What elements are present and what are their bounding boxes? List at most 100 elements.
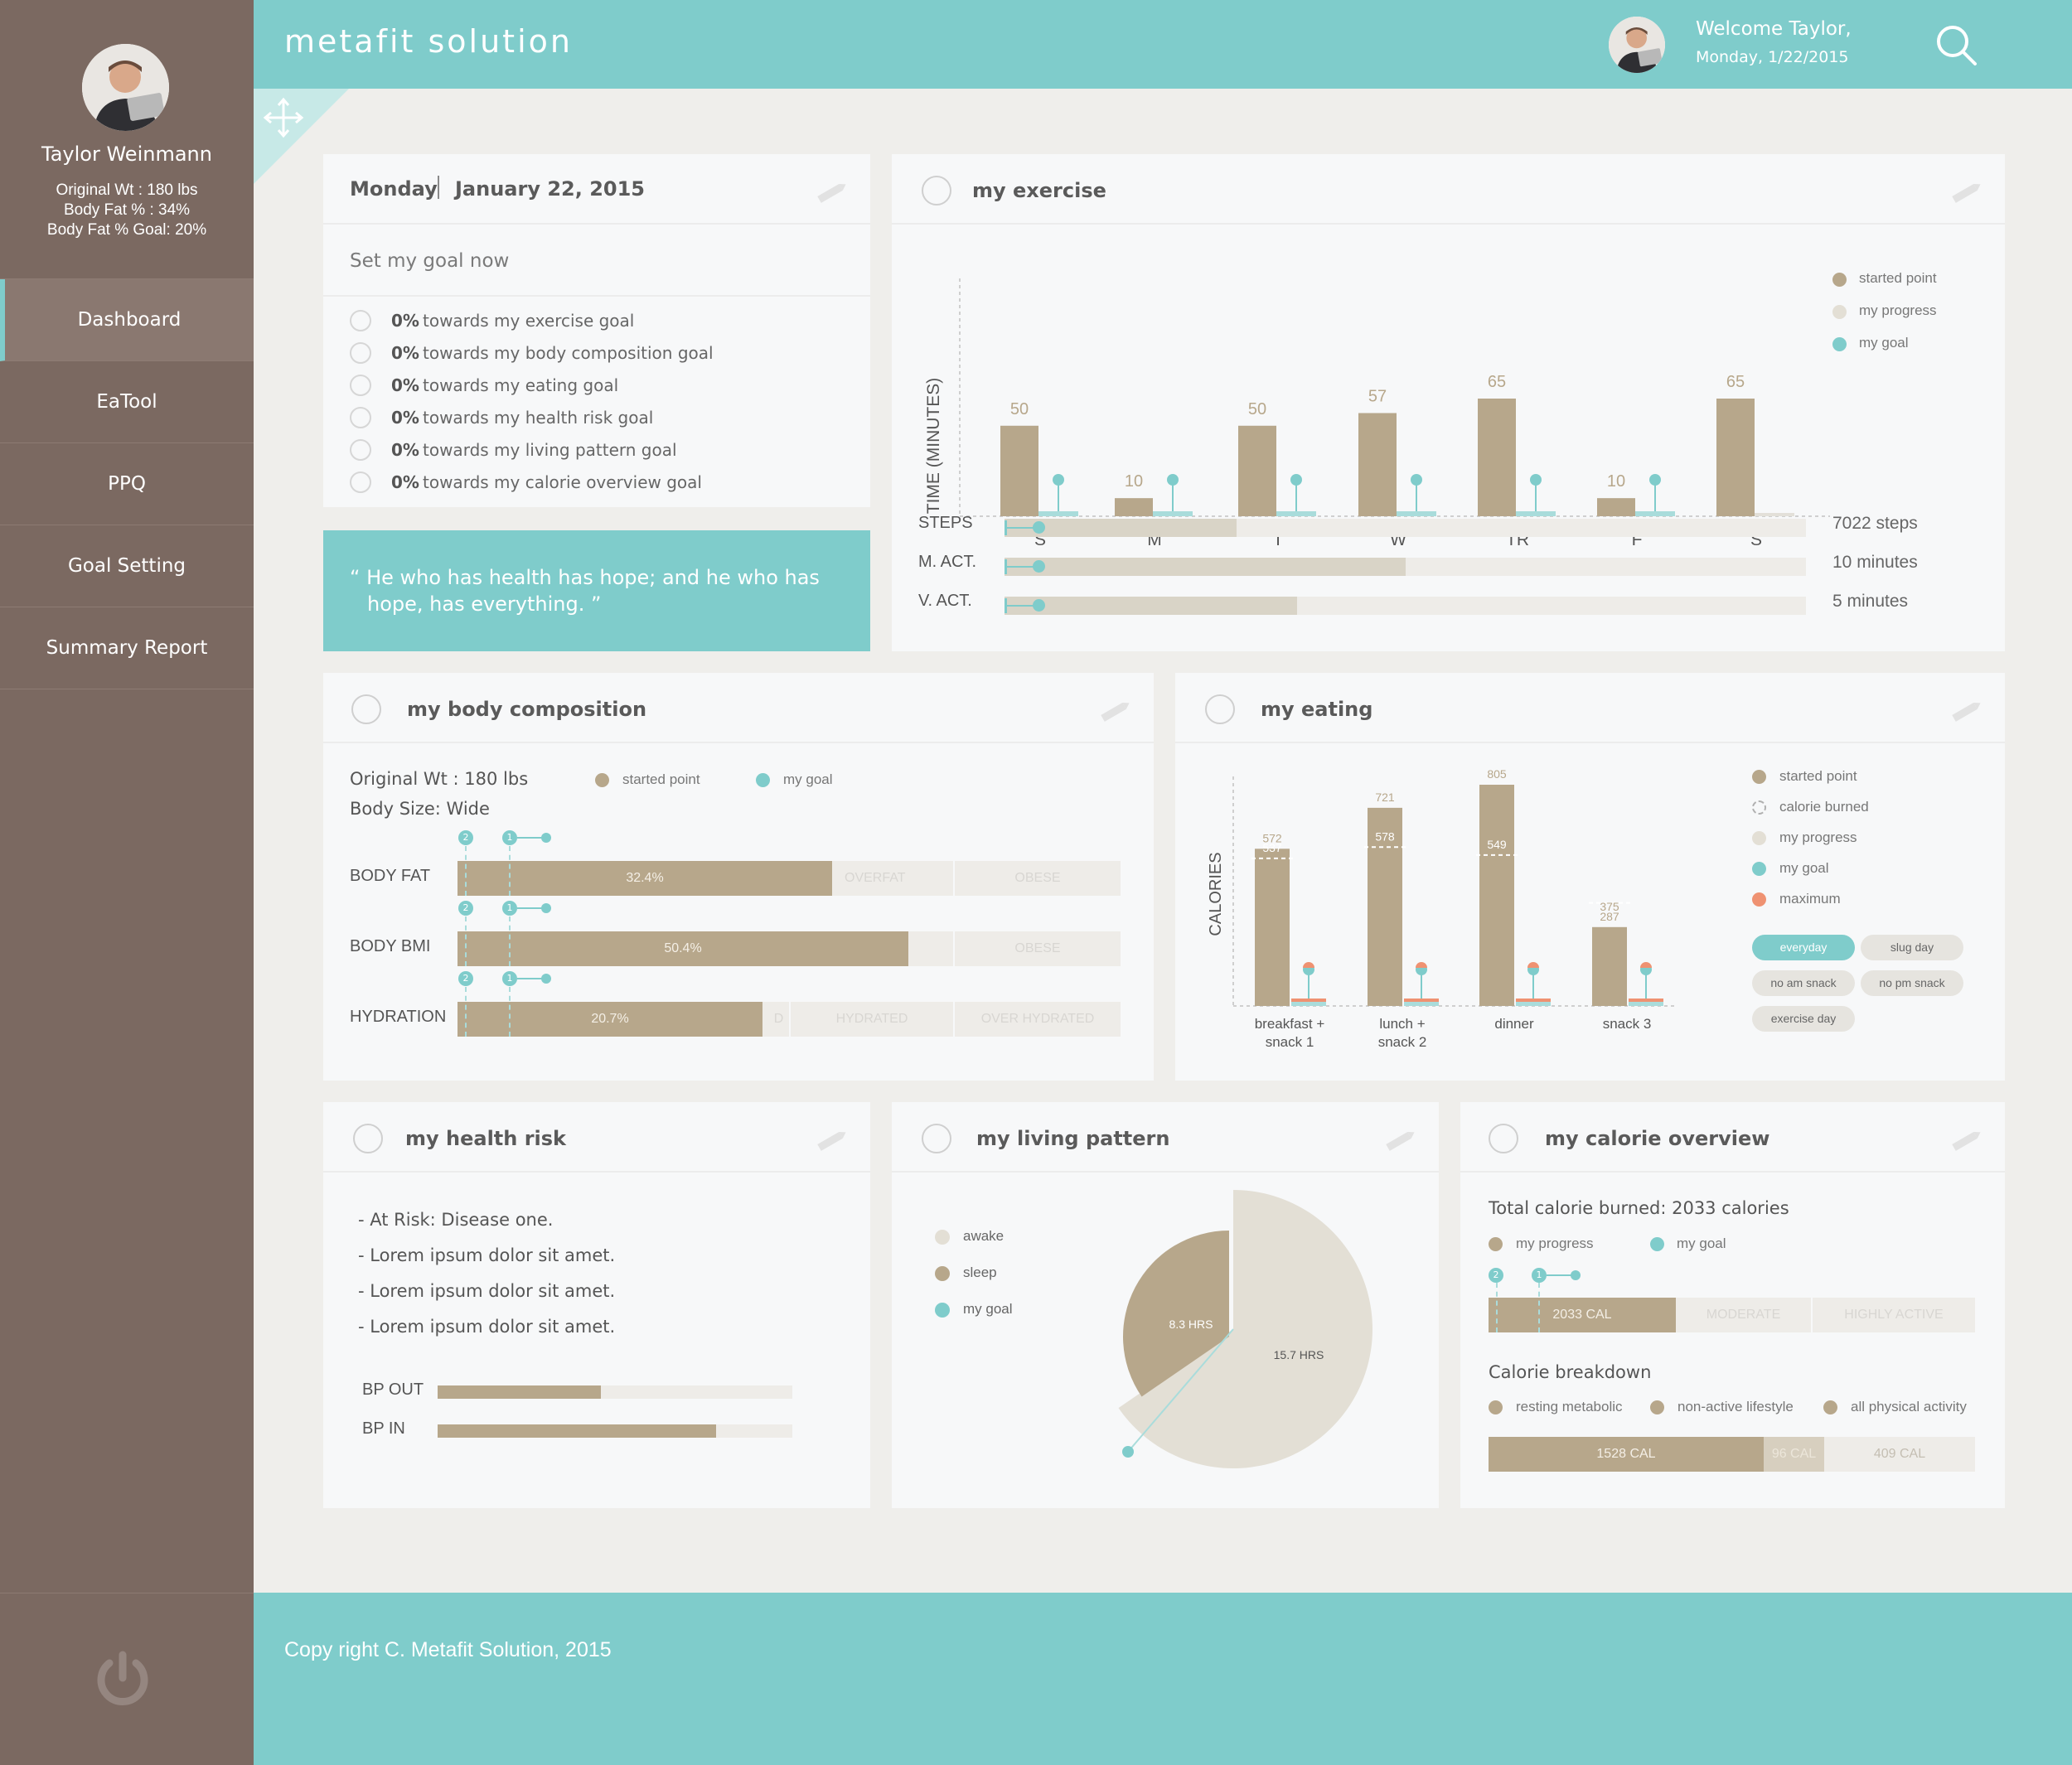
eating-legend-label: started point <box>1779 768 1857 784</box>
activity-goal-line <box>1007 527 1037 529</box>
edit-pencil-icon[interactable] <box>1949 698 1983 724</box>
exercise-goal-dot <box>1649 474 1661 486</box>
body-zone-label: OBESE <box>1014 871 1061 885</box>
eating-tag-everyday[interactable]: everyday <box>1752 935 1855 960</box>
eating-legend-dot <box>1752 862 1766 876</box>
eating-max-bar <box>1516 999 1551 1002</box>
body-status-ring[interactable] <box>351 694 381 724</box>
health-status-ring[interactable] <box>353 1124 383 1153</box>
breakdown-legend-label: resting metabolic <box>1516 1399 1623 1414</box>
activity-value: 5 minutes <box>1832 592 1909 611</box>
move-handle-icon[interactable] <box>254 89 349 184</box>
body-zone-label: OVER HYDRATED <box>980 1012 1095 1026</box>
nav-item-ppq[interactable]: PPQ <box>0 443 254 525</box>
page-footer: Copy right C. Metafit Solution, 2015 <box>254 1593 2072 1765</box>
eating-title: my eating <box>1261 698 1373 721</box>
health-title: my health risk <box>405 1127 567 1150</box>
eating-tag-exercise-day[interactable]: exercise day <box>1752 1006 1855 1032</box>
eating-progress-bar <box>1404 1002 1439 1006</box>
edit-pencil-icon[interactable] <box>1382 1127 1417 1153</box>
goal-checkbox[interactable] <box>350 310 371 331</box>
eating-y-axis-label: CALORIES <box>1207 852 1225 936</box>
goal-percent: 0% <box>391 343 419 363</box>
nav-item-summary-report[interactable]: Summary Report <box>0 607 254 689</box>
exercise-bar <box>1597 498 1635 516</box>
user-avatar[interactable] <box>82 44 169 131</box>
exercise-bar-value: 50 <box>1248 400 1266 418</box>
goal-percent: 0% <box>391 440 419 460</box>
nav-item-dashboard[interactable]: Dashboard <box>0 279 254 361</box>
search-icon[interactable] <box>1932 21 1982 70</box>
edit-pencil-icon[interactable] <box>814 179 849 206</box>
activity-goal-dot <box>1033 560 1045 573</box>
eating-legend-dot <box>1752 770 1766 784</box>
header-avatar[interactable] <box>1609 17 1665 73</box>
eating-burned-value: 578 <box>1375 829 1395 843</box>
top-header: metafit solution Welcome Taylor, Monday,… <box>254 0 2072 89</box>
exercise-status-ring[interactable] <box>922 176 951 206</box>
goal-text: towards my exercise goal <box>423 311 635 331</box>
activity-goal-dot <box>1033 521 1045 534</box>
health-risk-item: - Lorem ipsum dolor sit amet. <box>358 1281 616 1301</box>
eating-status-ring[interactable] <box>1205 694 1235 724</box>
nav-item-goal-setting[interactable]: Goal Setting <box>0 525 254 607</box>
calorie-overview-card: my calorie overview Total calorie burned… <box>1460 1102 2005 1508</box>
eating-tag-no-pm-snack[interactable]: no pm snack <box>1861 970 1963 996</box>
edit-pencil-icon[interactable] <box>1097 698 1132 724</box>
breakdown-segment: 96 CAL <box>1764 1437 1824 1472</box>
exercise-progress-bar <box>1516 511 1556 516</box>
body-zone-label: HYDRATED <box>835 1012 908 1026</box>
eating-legend-label: my progress <box>1779 829 1857 845</box>
eating-tag-no-am-snack[interactable]: no am snack <box>1752 970 1855 996</box>
activity-label: STEPS <box>918 514 973 532</box>
edit-pencil-icon[interactable] <box>1949 1127 1983 1153</box>
eating-category-label: breakfast + <box>1255 1016 1325 1032</box>
goal-checkbox[interactable] <box>350 342 371 364</box>
activity-goal-line <box>1007 566 1037 568</box>
power-icon[interactable] <box>93 1650 152 1709</box>
eating-category-label: snack 2 <box>1378 1034 1427 1050</box>
legend-my-progress-dot <box>1489 1237 1503 1251</box>
body-goal-dot <box>541 833 551 843</box>
exercise-legend-dot <box>1832 337 1847 351</box>
living-legend-dot <box>935 1230 950 1245</box>
goals-card-header: Monday January 22, 2015 <box>323 154 870 225</box>
eating-burned-value: 549 <box>1487 838 1507 851</box>
exercise-progress-bar <box>1755 513 1794 516</box>
goal-text: towards my living pattern goal <box>423 440 677 460</box>
eating-bar <box>1368 807 1402 1006</box>
pie-label-sleep: 8.3 HRS <box>1169 1318 1213 1331</box>
zone-divider <box>953 931 955 966</box>
legend-my-goal-dot <box>756 773 770 787</box>
goal-checkbox[interactable] <box>350 471 371 493</box>
user-name: Taylor Weinmann <box>41 143 212 166</box>
eating-category-label: snack 3 <box>1603 1016 1652 1032</box>
body-fill: 50.4% <box>457 931 908 966</box>
calorie-status-ring[interactable] <box>1489 1124 1518 1153</box>
eating-tag-slug-day[interactable]: slug day <box>1861 935 1963 960</box>
exercise-bar <box>1358 413 1397 516</box>
user-original-weight: Original Wt : 180 lbs <box>56 181 198 199</box>
activity-start-tick <box>1005 520 1007 535</box>
exercise-progress-bar <box>1635 511 1675 516</box>
eating-category-label: dinner <box>1494 1016 1534 1032</box>
living-pie-chart: 8.3 HRS 15.7 HRS <box>1118 1190 1372 1468</box>
goal-checkbox[interactable] <box>350 439 371 461</box>
edit-pencil-icon[interactable] <box>1949 179 1983 206</box>
activity-fill <box>1005 519 1237 537</box>
body-goal-dot <box>541 903 551 913</box>
zone-divider <box>953 861 955 896</box>
goal-checkbox[interactable] <box>350 407 371 428</box>
activity-goal-line <box>1007 605 1037 607</box>
body-marker-1: 1 <box>502 830 517 845</box>
living-status-ring[interactable] <box>922 1124 951 1153</box>
edit-pencil-icon[interactable] <box>814 1127 849 1153</box>
brand-logo[interactable]: metafit solution <box>284 23 573 60</box>
bp-fill <box>438 1385 601 1399</box>
exercise-legend-dot <box>1832 273 1847 287</box>
goal-checkbox[interactable] <box>350 375 371 396</box>
body-card-header: my body composition <box>323 673 1154 743</box>
goal-percent: 0% <box>391 375 419 395</box>
set-goal-link[interactable]: Set my goal now <box>350 250 510 272</box>
nav-item-eatool[interactable]: EaTool <box>0 361 254 443</box>
